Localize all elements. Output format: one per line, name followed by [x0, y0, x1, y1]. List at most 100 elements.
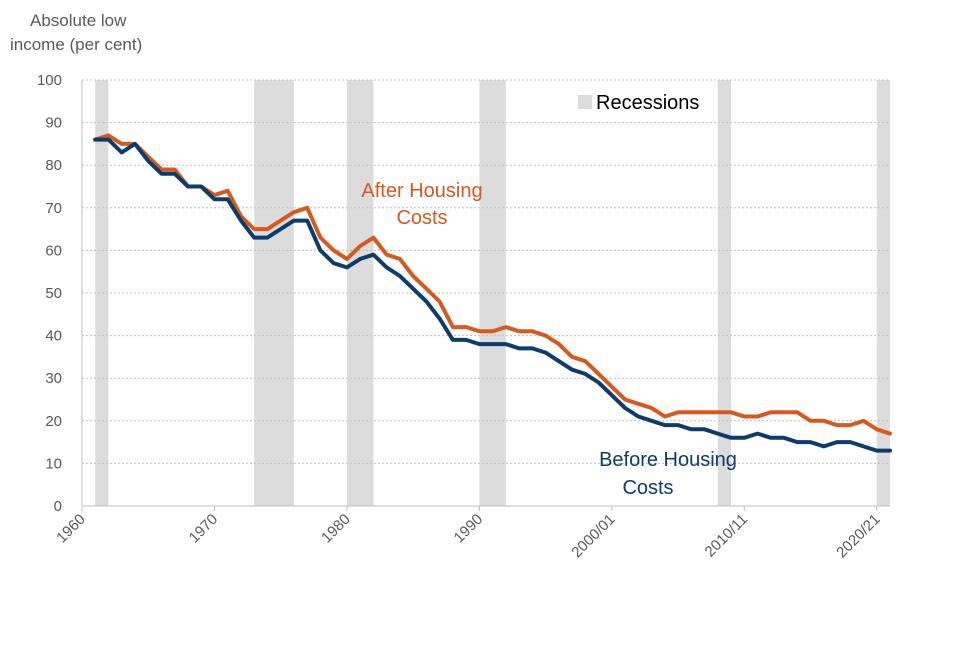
data-point-before-housing-costs-2020 — [875, 449, 879, 453]
data-point-after-housing-costs-1963 — [120, 142, 124, 146]
y-tick-label-60: 60 — [45, 242, 62, 259]
data-point-before-housing-costs-1982 — [371, 253, 375, 257]
data-point-before-housing-costs-1964 — [133, 142, 137, 146]
data-point-after-housing-costs-2010 — [742, 415, 746, 419]
y-tick-label-30: 30 — [45, 370, 62, 387]
data-point-after-housing-costs-1999 — [597, 372, 601, 376]
axes: 0 10 20 30 40 50 60 70 80 90 100 1960 1970 1980 1990 20… — [37, 72, 890, 561]
data-point-before-housing-costs-1996 — [557, 359, 561, 363]
data-point-before-housing-costs-2002 — [636, 415, 640, 419]
data-point-after-housing-costs-1996 — [557, 342, 561, 346]
data-point-before-housing-costs-1983 — [385, 265, 389, 269]
data-point-before-housing-costs-2019 — [862, 444, 866, 448]
data-point-before-housing-costs-2012 — [769, 436, 773, 440]
y-tick-label-20: 20 — [45, 413, 62, 430]
x-tick-label-2010: 2010/11 — [702, 511, 752, 561]
data-point-before-housing-costs-1992 — [504, 342, 508, 346]
data-point-before-housing-costs-1988 — [451, 338, 455, 342]
data-point-before-housing-costs-1970 — [213, 197, 217, 201]
data-point-after-housing-costs-1981 — [358, 244, 362, 248]
x-tick-label-1980: 1980 — [318, 511, 354, 547]
data-point-before-housing-costs-1989 — [464, 338, 468, 342]
data-point-before-housing-costs-1966 — [160, 172, 164, 176]
data-point-after-housing-costs-1983 — [385, 253, 389, 257]
data-point-before-housing-costs-2004 — [663, 423, 667, 427]
data-point-before-housing-costs-1961 — [93, 138, 97, 142]
series-label-ahc-line-1: After Housing — [361, 180, 482, 202]
data-point-before-housing-costs-1987 — [438, 317, 442, 321]
data-point-before-housing-costs-1993 — [517, 346, 521, 350]
data-point-after-housing-costs-1967 — [173, 168, 177, 172]
data-point-after-housing-costs-1987 — [438, 300, 442, 304]
data-point-before-housing-costs-1969 — [199, 185, 203, 189]
data-point-after-housing-costs-1997 — [570, 355, 574, 359]
data-point-after-housing-costs-1977 — [305, 206, 309, 210]
data-point-after-housing-costs-1978 — [318, 236, 322, 240]
data-point-after-housing-costs-2002 — [636, 402, 640, 406]
series-line-after-housing-costs — [93, 133, 892, 436]
data-point-before-housing-costs-1962 — [107, 138, 111, 142]
data-point-after-housing-costs-1992 — [504, 325, 508, 329]
x-tick-label-1990: 1990 — [451, 511, 487, 547]
data-point-after-housing-costs-1989 — [464, 325, 468, 329]
y-tick-label-50: 50 — [45, 285, 62, 302]
data-point-after-housing-costs-1975 — [279, 219, 283, 223]
legend-swatch-recessions — [578, 95, 592, 109]
data-point-after-housing-costs-1974 — [265, 227, 269, 231]
legend: Recessions — [578, 92, 699, 114]
data-point-before-housing-costs-1995 — [544, 351, 548, 355]
data-point-before-housing-costs-1981 — [358, 257, 362, 261]
data-point-after-housing-costs-2009 — [729, 410, 733, 414]
data-point-after-housing-costs-1980 — [345, 257, 349, 261]
y-tick-label-90: 90 — [45, 115, 62, 132]
series-label-ahc: After Housing Costs — [361, 180, 482, 229]
y-tick-label-40: 40 — [45, 328, 62, 345]
data-point-after-housing-costs-1986 — [424, 287, 428, 291]
data-point-after-housing-costs-2004 — [663, 415, 667, 419]
data-point-before-housing-costs-2009 — [729, 436, 733, 440]
data-point-before-housing-costs-2000 — [610, 393, 614, 397]
data-point-after-housing-costs-2005 — [676, 410, 680, 414]
recession-band-1 — [95, 80, 109, 506]
data-point-before-housing-costs-2016 — [822, 444, 826, 448]
data-point-before-housing-costs-1972 — [239, 219, 243, 223]
data-point-before-housing-costs-2010 — [742, 436, 746, 440]
data-point-after-housing-costs-2007 — [703, 410, 707, 414]
data-point-before-housing-costs-1997 — [570, 368, 574, 372]
data-point-after-housing-costs-2015 — [809, 419, 813, 423]
data-point-before-housing-costs-1975 — [279, 227, 283, 231]
data-point-after-housing-costs-1990 — [477, 329, 481, 333]
data-point-before-housing-costs-1980 — [345, 265, 349, 269]
data-point-before-housing-costs-2008 — [716, 432, 720, 436]
data-point-before-housing-costs-1986 — [424, 300, 428, 304]
data-point-before-housing-costs-1978 — [318, 248, 322, 252]
legend-label-recessions: Recessions — [596, 92, 699, 114]
data-point-before-housing-costs-1991 — [491, 342, 495, 346]
data-point-after-housing-costs-1984 — [398, 257, 402, 261]
y-axis-title: Absolute low income (per cent) — [10, 11, 142, 54]
data-point-after-housing-costs-2021 — [888, 432, 892, 436]
gridlines — [82, 79, 890, 464]
x-tick-label-1960: 1960 — [53, 511, 89, 547]
y-tick-label-70: 70 — [45, 200, 62, 217]
y-axis-title-line-2: income (per cent) — [10, 35, 142, 54]
series-label-ahc-line-2: Costs — [396, 207, 447, 229]
data-point-before-housing-costs-2021 — [888, 449, 892, 453]
series-lines — [93, 133, 892, 453]
data-point-before-housing-costs-2001 — [623, 406, 627, 410]
data-point-after-housing-costs-2019 — [862, 419, 866, 423]
data-point-before-housing-costs-2017 — [835, 440, 839, 444]
data-point-after-housing-costs-1985 — [411, 274, 415, 278]
data-point-after-housing-costs-1976 — [292, 210, 296, 214]
data-point-before-housing-costs-1976 — [292, 219, 296, 223]
data-point-after-housing-costs-2020 — [875, 427, 879, 431]
data-point-before-housing-costs-1968 — [186, 185, 190, 189]
data-point-after-housing-costs-2017 — [835, 423, 839, 427]
data-point-after-housing-costs-1979 — [332, 248, 336, 252]
data-point-before-housing-costs-2003 — [650, 419, 654, 423]
y-tick-label-0: 0 — [54, 498, 62, 515]
data-point-after-housing-costs-1962 — [107, 133, 111, 137]
series-label-bhc-line-2: Costs — [622, 477, 673, 499]
data-point-after-housing-costs-1994 — [530, 329, 534, 333]
